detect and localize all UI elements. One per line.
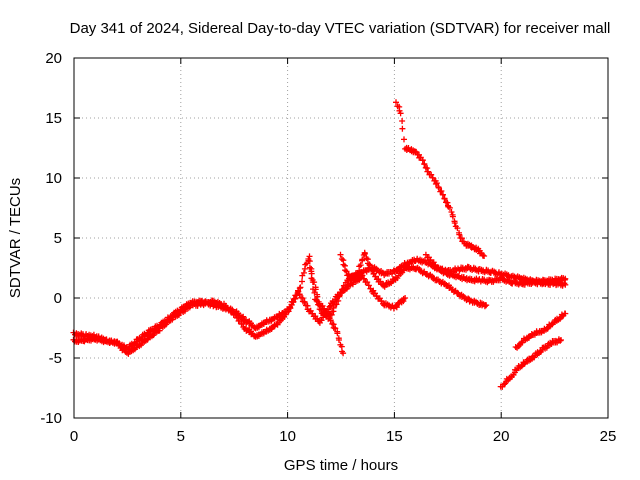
data-series — [70, 99, 569, 390]
x-tick-label: 0 — [70, 428, 78, 445]
y-tick-label: 15 — [45, 110, 62, 127]
axis-ticks: 0 5 10 15 20 25 -10 -5 0 5 10 15 20 — [40, 50, 616, 445]
x-tick-label: 5 — [177, 428, 185, 445]
series-track-7 — [497, 336, 564, 390]
series-track-4 — [393, 99, 488, 259]
x-tick-label: 15 — [386, 428, 403, 445]
data-point-markers — [422, 251, 569, 289]
series-track-6 — [422, 251, 569, 289]
x-tick-label: 25 — [600, 428, 617, 445]
series-track-3 — [337, 249, 490, 310]
data-point-markers — [337, 249, 490, 310]
y-tick-label: 0 — [54, 290, 62, 307]
data-point-markers — [305, 257, 347, 357]
data-point-markers — [393, 99, 488, 259]
y-tick-label: 5 — [54, 230, 62, 247]
plot-frame — [73, 57, 609, 419]
y-tick-label: -10 — [40, 410, 62, 427]
y-axis-label: SDTVAR / TECUs — [7, 178, 24, 298]
y-tick-label: 10 — [45, 170, 62, 187]
y-tick-label: -5 — [49, 350, 62, 367]
y-tick-label: 20 — [45, 50, 62, 67]
x-tick-label: 20 — [493, 428, 510, 445]
x-tick-label: 10 — [279, 428, 296, 445]
data-point-markers — [497, 336, 564, 390]
series-track-5 — [305, 257, 347, 357]
grid-lines — [74, 58, 608, 418]
x-axis-label: GPS time / hours — [284, 457, 398, 474]
data-point-markers — [512, 310, 569, 351]
series-track-8 — [512, 310, 569, 351]
chart-title: Day 341 of 2024, Sidereal Day-to-day VTE… — [70, 20, 611, 37]
